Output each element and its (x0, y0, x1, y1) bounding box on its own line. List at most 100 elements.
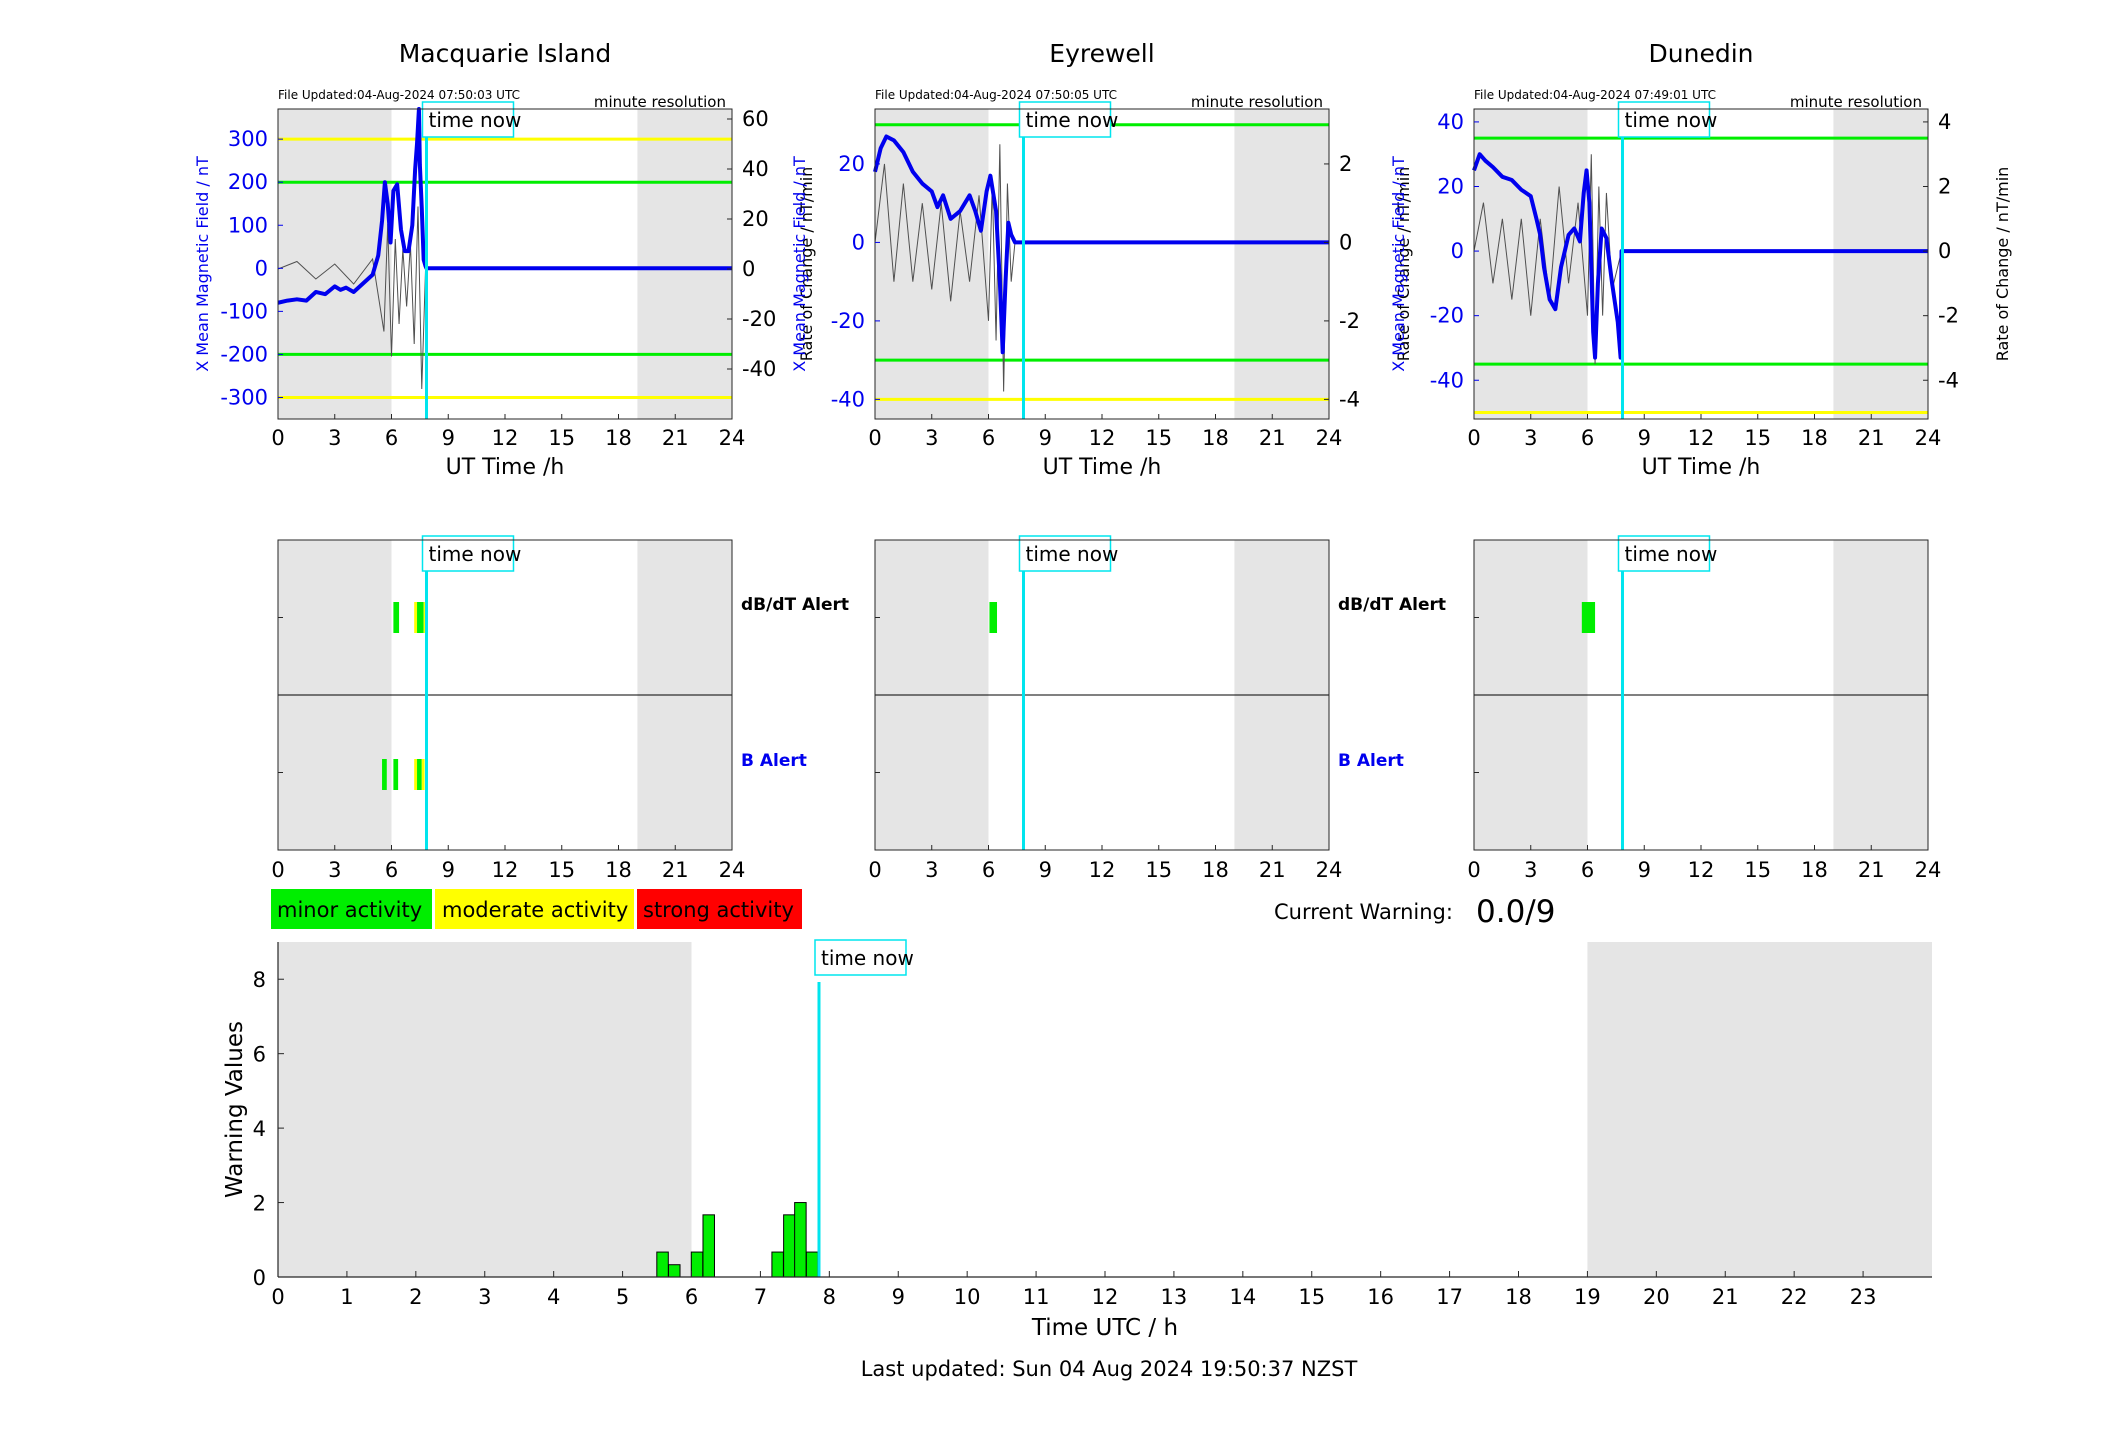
warning-x-tick-label: 6 (685, 1285, 698, 1309)
alert-x-tick-label: 21 (1259, 858, 1286, 882)
left-y-tick-label: 200 (228, 170, 268, 194)
b-alert-label: B Alert (741, 751, 807, 771)
right-y-tick-label: 0 (1339, 230, 1352, 254)
x-axis-label: UT Time /h (1642, 455, 1761, 480)
alert-x-tick-label: 6 (385, 858, 398, 882)
x-axis-label: UT Time /h (446, 455, 565, 480)
alert-panel-2: time now 0 3 6 9 12 15 18 21 24 (1467, 535, 1942, 882)
warning-y-tick-label: 4 (253, 1117, 266, 1141)
alert-x-tick-label: 6 (982, 858, 995, 882)
alert-x-tick-label: 18 (1801, 858, 1828, 882)
night-shading (637, 109, 732, 419)
station-title: Macquarie Island (399, 39, 612, 68)
x-tick-label: 3 (925, 426, 938, 450)
alert-x-tick-label: 12 (1688, 858, 1715, 882)
legend-moderate-swatch (435, 889, 634, 929)
dbdt-alert-label: dB/dT Alert (1338, 595, 1446, 615)
current-warning-label: Current Warning: (1274, 900, 1453, 924)
right-y-tick-label: -4 (1339, 387, 1360, 411)
warning-x-tick-label: 8 (823, 1285, 836, 1309)
alert-x-tick-label: 24 (1915, 858, 1942, 882)
x-tick-label: 21 (1259, 426, 1286, 450)
left-y-tick-label: 20 (1437, 175, 1464, 199)
warning-x-axis-label: Time UTC / h (1031, 1315, 1178, 1341)
minute-resolution-label: minute resolution (1191, 93, 1323, 111)
warning-bar (702, 1214, 715, 1278)
x-tick-label: 21 (662, 426, 689, 450)
left-y-tick-label: -200 (220, 342, 268, 366)
right-y-tick-label: 60 (742, 107, 769, 131)
right-y-axis-label: Rate of Change / nT/min (797, 167, 816, 362)
left-y-tick-label: 40 (1437, 110, 1464, 134)
warning-x-tick-label: 9 (892, 1285, 905, 1309)
time-now-label-box (1617, 101, 1711, 138)
warning-x-tick-label: 0 (271, 1285, 284, 1309)
warning-x-tick-label: 22 (1781, 1285, 1808, 1309)
alert-x-tick-label: 9 (1039, 858, 1052, 882)
right-y-tick-label: 2 (1938, 175, 1951, 199)
warning-y-tick-label: 0 (253, 1266, 266, 1290)
x-tick-label: 21 (1858, 426, 1885, 450)
x-tick-label: 9 (442, 426, 455, 450)
night-shading (1234, 109, 1329, 419)
left-y-tick-label: -300 (220, 385, 268, 409)
night-shading (1474, 109, 1588, 419)
warning-x-tick-label: 15 (1298, 1285, 1325, 1309)
warning-bar (656, 1251, 669, 1278)
x-tick-label: 6 (385, 426, 398, 450)
file-updated-label: File Updated:04-Aug-2024 07:50:05 UTC (875, 88, 1117, 102)
warning-x-tick-label: 1 (340, 1285, 353, 1309)
right-y-tick-label: 4 (1938, 110, 1951, 134)
warning-y-axis-label: Warning Values (222, 1021, 248, 1198)
x-tick-label: 6 (982, 426, 995, 450)
alert-x-tick-label: 21 (1858, 858, 1885, 882)
left-y-tick-label: -100 (220, 299, 268, 323)
x-tick-label: 18 (1801, 426, 1828, 450)
dbdt-alert-bar (989, 602, 998, 633)
left-y-tick-label: 100 (228, 213, 268, 237)
warning-x-tick-label: 20 (1643, 1285, 1670, 1309)
alert-x-tick-label: 12 (492, 858, 519, 882)
time-now-label: time now (428, 108, 521, 132)
warning-x-tick-label: 12 (1092, 1285, 1119, 1309)
legend-minor-label: minor activity (277, 898, 422, 922)
warning-x-tick-label: 13 (1161, 1285, 1188, 1309)
time-now-label-box (1018, 535, 1112, 572)
x-tick-label: 15 (1744, 426, 1771, 450)
time-now-label: time now (1624, 542, 1717, 566)
warning-night-shading (278, 942, 692, 1277)
x-tick-label: 0 (868, 426, 881, 450)
dbdt-alert-label: dB/dT Alert (741, 595, 849, 615)
x-tick-label: 18 (605, 426, 632, 450)
time-now-label: time now (821, 946, 914, 970)
alert-x-tick-label: 15 (1744, 858, 1771, 882)
alert-x-tick-label: 12 (1089, 858, 1116, 882)
minute-resolution-label: minute resolution (1790, 93, 1922, 111)
last-updated: Last updated: Sun 04 Aug 2024 19:50:37 N… (861, 1357, 1358, 1381)
b-alert-bar (393, 759, 399, 790)
x-tick-label: 24 (719, 426, 746, 450)
warning-x-tick-label: 2 (409, 1285, 422, 1309)
alert-x-tick-label: 24 (1316, 858, 1343, 882)
alert-x-tick-label: 9 (442, 858, 455, 882)
alert-x-tick-label: 21 (662, 858, 689, 882)
warning-y-tick-label: 6 (253, 1043, 266, 1067)
time-now-label: time now (428, 542, 521, 566)
field-series (873, 134, 1329, 355)
dbdt-alert-bar (414, 602, 418, 633)
station-panel-0: Macquarie Island File Updated:04-Aug-2024… (193, 39, 816, 480)
x-tick-label: 0 (271, 426, 284, 450)
file-updated-label: File Updated:04-Aug-2024 07:49:01 UTC (1474, 88, 1716, 102)
b-alert-bar (417, 759, 422, 790)
warning-x-tick-label: 23 (1850, 1285, 1877, 1309)
legend-minor-swatch (271, 889, 432, 929)
station-panel-1: Eyrewell File Updated:04-Aug-2024 07:50:0… (790, 39, 1413, 480)
alert-x-tick-label: 9 (1638, 858, 1651, 882)
right-y-tick-label: 20 (742, 207, 769, 231)
x-tick-label: 15 (1145, 426, 1172, 450)
right-y-tick-label: -40 (742, 357, 776, 381)
x-tick-label: 9 (1638, 426, 1651, 450)
time-now-label: time now (1025, 542, 1118, 566)
current-warning-value: 0.0/9 (1476, 894, 1555, 930)
